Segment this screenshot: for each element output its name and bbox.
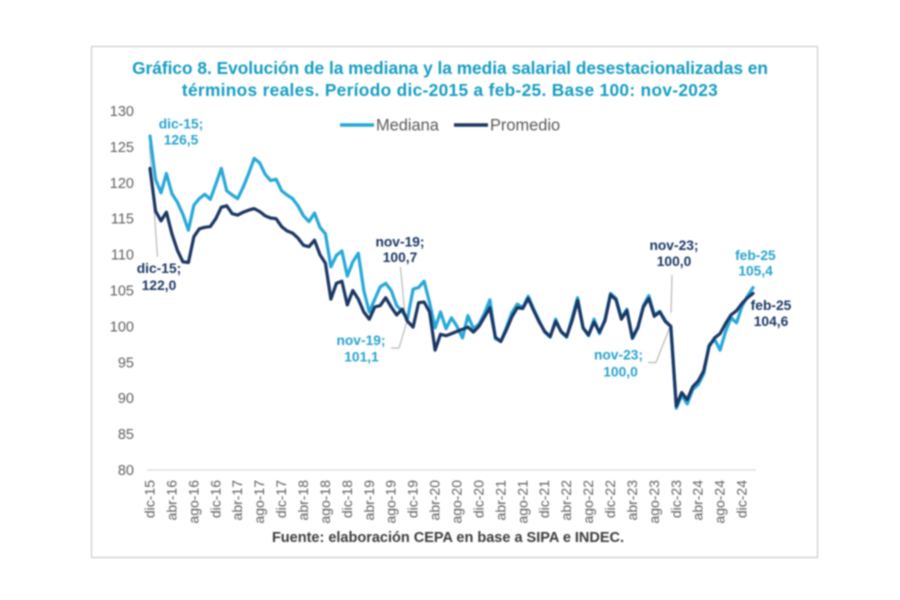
svg-text:105: 105 [110,284,134,300]
svg-text:Promedio: Promedio [490,117,560,135]
svg-text:ago-20: ago-20 [449,480,465,524]
svg-text:dic-20: dic-20 [470,480,486,518]
svg-text:feb-25: feb-25 [751,298,792,313]
svg-text:dic-16: dic-16 [207,480,223,518]
svg-text:ago-21: ago-21 [514,480,530,524]
svg-text:ago-17: ago-17 [251,480,267,524]
svg-text:abr-20: abr-20 [427,480,443,521]
svg-text:ago-18: ago-18 [317,480,333,524]
svg-text:ago-24: ago-24 [712,480,728,524]
svg-text:125: 125 [110,140,134,156]
svg-text:80: 80 [118,463,134,479]
svg-text:nov-23;: nov-23; [594,348,643,363]
svg-text:abr-17: abr-17 [229,480,245,521]
svg-text:abr-21: abr-21 [492,480,508,521]
svg-text:abr-19: abr-19 [361,480,377,521]
svg-text:abr-22: abr-22 [558,480,574,521]
svg-text:85: 85 [118,427,134,443]
svg-text:115: 115 [111,212,134,228]
svg-text:100,0: 100,0 [603,365,638,380]
svg-text:dic-15;: dic-15; [137,261,181,276]
svg-text:abr-24: abr-24 [690,480,706,521]
svg-text:abr-16: abr-16 [163,480,179,521]
svg-text:dic-24: dic-24 [734,480,750,518]
svg-text:nov-23;: nov-23; [649,238,698,253]
svg-text:dic-22: dic-22 [602,480,618,518]
svg-text:101,1: 101,1 [344,350,379,365]
svg-text:100,0: 100,0 [657,254,692,269]
svg-text:130: 130 [110,104,134,120]
svg-text:abr-23: abr-23 [624,480,640,521]
svg-text:ago-22: ago-22 [580,480,596,524]
svg-text:dic-23: dic-23 [668,480,684,518]
svg-text:104,6: 104,6 [754,314,789,329]
svg-text:dic-15;: dic-15; [159,117,203,132]
svg-text:dic-18: dic-18 [339,480,355,518]
svg-text:105,4: 105,4 [738,264,773,279]
svg-text:ago-16: ago-16 [185,480,201,524]
svg-text:100,7: 100,7 [383,250,418,265]
svg-text:122,0: 122,0 [142,278,177,293]
svg-text:126,5: 126,5 [164,133,199,148]
svg-text:Mediana: Mediana [376,117,440,135]
svg-text:110: 110 [111,248,134,264]
svg-text:abr-18: abr-18 [295,480,311,521]
svg-text:dic-19: dic-19 [405,480,421,518]
svg-text:dic-17: dic-17 [273,480,289,518]
svg-text:feb-25: feb-25 [735,248,776,263]
svg-text:dic-21: dic-21 [536,480,552,518]
svg-text:120: 120 [110,176,134,192]
svg-text:ago-19: ago-19 [383,480,399,524]
svg-text:dic-15: dic-15 [142,480,158,518]
svg-text:nov-19;: nov-19; [375,235,424,250]
svg-text:Fuente: elaboración CEPA en ba: Fuente: elaboración CEPA en base a SIPA … [272,530,624,546]
svg-text:90: 90 [118,391,134,407]
svg-text:100: 100 [110,319,134,335]
svg-text:nov-19;: nov-19; [336,333,385,348]
svg-text:95: 95 [118,355,134,371]
svg-text:ago-23: ago-23 [646,480,662,524]
